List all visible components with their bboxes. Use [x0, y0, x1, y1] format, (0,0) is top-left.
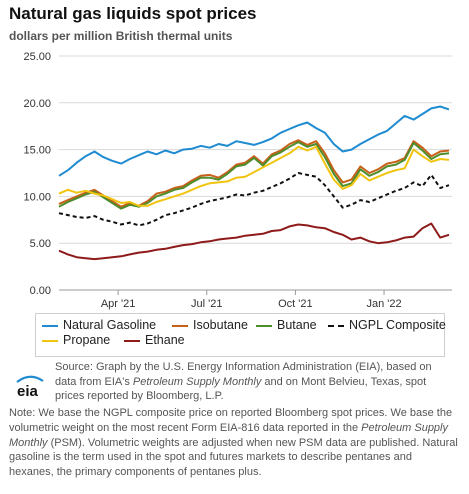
legend-box [35, 313, 445, 357]
legend-swatch [256, 324, 272, 327]
y-tick-label: 5.00 [30, 238, 51, 250]
series-line-isobutane [58, 139, 450, 208]
legend-item-ngpl-composite: NGPL Composite [328, 318, 446, 332]
source-prefix: Source: Graph by the U.S. Energy Informa… [55, 361, 432, 388]
eia-logo: eia [14, 372, 46, 400]
series-line-natural-gasoline [58, 105, 450, 177]
x-tick-label: Jan '22 [366, 298, 401, 310]
legend-label: Propane [63, 333, 111, 347]
x-tick-label: Apr '21 [101, 298, 136, 310]
y-tick-label: 20.00 [23, 98, 51, 110]
legend-label: Natural Gasoline [63, 318, 157, 332]
chart-title: Natural gas liquids spot prices [9, 4, 257, 23]
series-line-propane [58, 145, 450, 207]
source-text: Source: Graph by the U.S. Energy Informa… [55, 360, 455, 404]
legend-swatch [42, 339, 58, 342]
x-tick-label: Jul '21 [191, 298, 222, 310]
legend-item-ethane: Ethane [124, 333, 185, 347]
note-part1: Note: We base the NGPL composite price o… [9, 407, 453, 434]
y-tick-label: 25.00 [23, 51, 51, 63]
source-suffix: and on Mont Belvieu, Texas, spot prices … [55, 375, 427, 403]
legend-swatch [172, 324, 188, 327]
legend-swatch [42, 324, 58, 327]
legend-item-propane: Propane [42, 333, 110, 347]
legend-item-butane: Butane [256, 318, 317, 332]
legend-swatch [124, 339, 140, 342]
line-chart: 0.00 5.00 10.00 15.00 20.00 25.00 Apr '21 Jul '… [23, 51, 452, 310]
y-tick-label: 0.00 [30, 285, 51, 297]
legend-label: Isobutane [193, 318, 248, 332]
series-line-ngpl-composite [58, 172, 450, 227]
legend-swatch [328, 324, 344, 327]
legend-item-natural-gasoline: Natural Gasoline [42, 318, 156, 332]
note-psm: Petroleum Supply Monthly [9, 421, 448, 449]
note-text: Note: We base the NGPL composite price o… [9, 406, 459, 480]
y-tick-label: 10.00 [23, 191, 51, 203]
note-part2: (PSM). Volumetric weights are adjusted w… [9, 436, 458, 479]
eia-logo-icon: eia [16, 375, 44, 400]
legend-label: Ethane [145, 333, 185, 347]
series-line-butane [58, 141, 450, 210]
series-line-ethane [58, 222, 450, 261]
x-tick-label: Oct '21 [278, 298, 313, 310]
source-psm: Petroleum Supply Monthly [132, 375, 262, 388]
legend-label: NGPL Composite [349, 318, 446, 332]
legend-label: Butane [277, 318, 317, 332]
legend-item-isobutane: Isobutane [172, 318, 248, 332]
y-tick-label: 15.00 [23, 145, 51, 157]
svg-text:eia: eia [17, 383, 39, 400]
chart-subtitle: dollars per million British thermal unit… [9, 29, 233, 43]
